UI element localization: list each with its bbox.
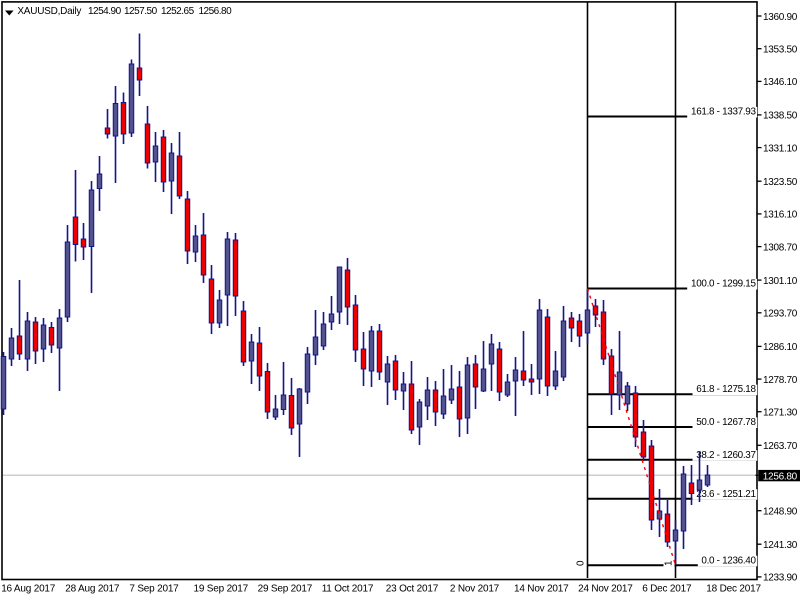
svg-text:19 Sep 2017: 19 Sep 2017 — [194, 584, 249, 595]
svg-text:1338.50: 1338.50 — [763, 111, 798, 122]
svg-text:29 Sep 2017: 29 Sep 2017 — [258, 584, 313, 595]
svg-text:1353.50: 1353.50 — [763, 45, 798, 56]
svg-text:0: 0 — [576, 560, 587, 566]
svg-text:0.0 - 1236.40: 0.0 - 1236.40 — [701, 555, 756, 566]
svg-text:61.8 - 1275.18: 61.8 - 1275.18 — [696, 384, 756, 395]
svg-text:1263.70: 1263.70 — [763, 441, 798, 452]
svg-text:38.2 - 1260.37: 38.2 - 1260.37 — [696, 450, 756, 461]
svg-text:6 Dec 2017: 6 Dec 2017 — [642, 584, 692, 595]
svg-text:1256.80: 1256.80 — [763, 472, 798, 483]
svg-text:14 Nov 2017: 14 Nov 2017 — [514, 584, 569, 595]
svg-text:23 Oct 2017: 23 Oct 2017 — [386, 584, 439, 595]
svg-text:11 Oct 2017: 11 Oct 2017 — [322, 584, 374, 595]
svg-text:1278.70: 1278.70 — [763, 375, 798, 386]
svg-text:24 Nov 2017: 24 Nov 2017 — [578, 584, 633, 595]
svg-text:1257.50: 1257.50 — [124, 6, 158, 17]
svg-text:XAUUSD,Daily: XAUUSD,Daily — [17, 6, 81, 17]
svg-text:18 Dec 2017: 18 Dec 2017 — [706, 584, 761, 595]
svg-text:1: 1 — [664, 560, 675, 566]
svg-text:2 Nov 2017: 2 Nov 2017 — [450, 584, 500, 595]
svg-text:1271.30: 1271.30 — [763, 408, 798, 419]
svg-text:1256.80: 1256.80 — [199, 6, 233, 17]
svg-text:1316.10: 1316.10 — [763, 210, 798, 221]
svg-text:23.6 - 1251.21: 23.6 - 1251.21 — [696, 489, 756, 500]
svg-text:16 Aug 2017: 16 Aug 2017 — [1, 584, 56, 595]
svg-text:1293.70: 1293.70 — [763, 309, 798, 320]
svg-text:1233.90: 1233.90 — [763, 573, 798, 584]
svg-text:1252.65: 1252.65 — [161, 6, 195, 17]
svg-text:1360.90: 1360.90 — [763, 12, 798, 23]
svg-text:1254.90: 1254.90 — [88, 6, 122, 17]
svg-text:7 Sep 2017: 7 Sep 2017 — [129, 584, 179, 595]
svg-text:1301.10: 1301.10 — [763, 276, 798, 287]
svg-text:1346.10: 1346.10 — [763, 77, 798, 88]
svg-text:50.0 - 1267.78: 50.0 - 1267.78 — [696, 417, 756, 428]
svg-text:1248.90: 1248.90 — [763, 507, 798, 518]
svg-text:1323.50: 1323.50 — [763, 177, 798, 188]
svg-text:1308.70: 1308.70 — [763, 242, 798, 253]
svg-text:28 Aug 2017: 28 Aug 2017 — [65, 584, 120, 595]
svg-text:100.0 - 1299.15: 100.0 - 1299.15 — [691, 279, 756, 290]
svg-text:161.8 - 1337.93: 161.8 - 1337.93 — [691, 107, 756, 118]
svg-text:1331.10: 1331.10 — [763, 143, 798, 154]
svg-text:1286.10: 1286.10 — [763, 342, 798, 353]
svg-text:1241.30: 1241.30 — [763, 540, 798, 551]
